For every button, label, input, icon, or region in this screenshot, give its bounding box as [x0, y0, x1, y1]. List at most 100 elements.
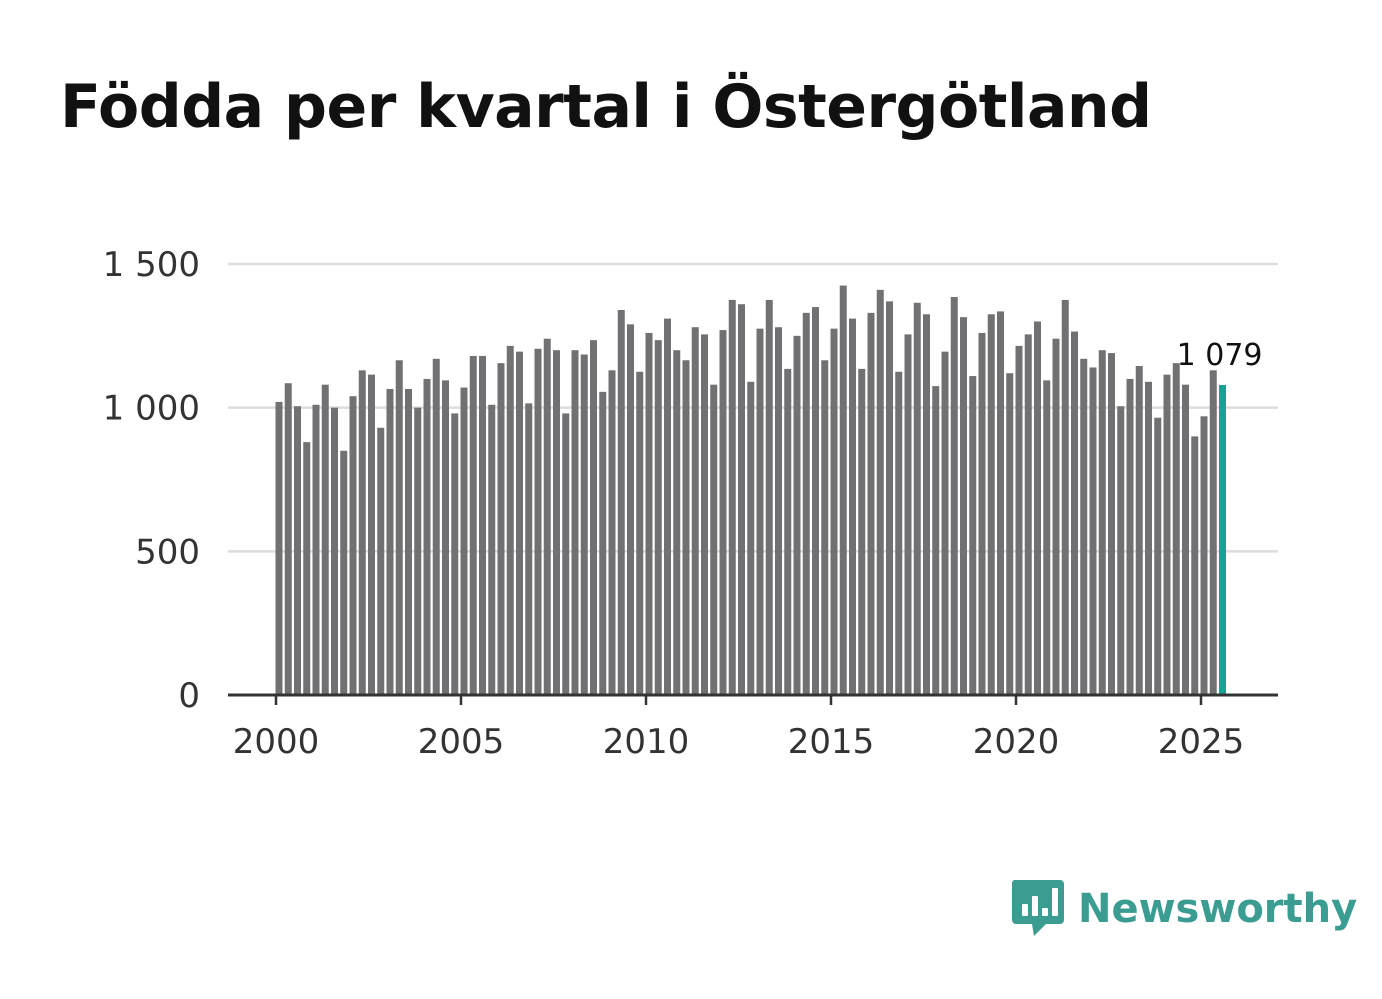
axes [228, 693, 1278, 705]
bar [821, 360, 829, 695]
bar [1163, 374, 1171, 695]
x-tick-label: 2025 [1158, 722, 1245, 762]
bar [1145, 381, 1152, 695]
bar [997, 311, 1004, 695]
bar [590, 340, 597, 695]
bar [765, 299, 773, 695]
y-tick-label: 500 [135, 532, 200, 572]
bar [1135, 366, 1143, 695]
y-tick-label: 0 [178, 676, 200, 716]
bar [987, 314, 995, 695]
bar [617, 309, 625, 695]
bar [701, 334, 708, 695]
bar [377, 427, 385, 695]
bar [830, 328, 838, 695]
bar [839, 285, 847, 695]
bar [608, 370, 616, 695]
bar [460, 387, 468, 695]
bar [784, 368, 792, 695]
bar [886, 301, 893, 695]
bar [303, 442, 311, 695]
bar [451, 413, 459, 695]
bar [1182, 384, 1189, 695]
bar [904, 334, 912, 695]
brand-name: Newsworthy [1078, 886, 1358, 932]
bar [442, 380, 449, 695]
bar [682, 360, 690, 695]
bar [1071, 331, 1078, 695]
y-tick-label: 1 000 [103, 389, 200, 429]
labels: 0 500 1 000 1 500 2000 2005 2010 2015 2020 2025 1 … [103, 245, 1263, 762]
bar [1154, 417, 1162, 695]
bar [1117, 406, 1125, 695]
bar [1098, 350, 1106, 695]
bar [636, 371, 644, 695]
bar [645, 332, 653, 695]
bar [312, 404, 320, 695]
bar [580, 354, 588, 695]
bar [812, 307, 819, 695]
bar [719, 330, 727, 695]
bar-highlight [1219, 384, 1226, 695]
bar [1015, 345, 1023, 695]
bar [664, 318, 671, 695]
newsworthy-logo-icon [1011, 880, 1064, 936]
bar [876, 289, 884, 695]
data-label-latest: 1 079 [1177, 338, 1263, 373]
bar [858, 368, 866, 695]
x-tick-label: 2020 [973, 722, 1060, 762]
bar [1209, 370, 1217, 695]
bar [747, 381, 755, 695]
bar [1034, 321, 1041, 695]
bar [941, 351, 949, 695]
bar [1043, 380, 1051, 695]
bar [516, 351, 523, 695]
bar [506, 345, 514, 695]
bar [423, 378, 431, 695]
bar [627, 324, 634, 695]
bar [738, 304, 745, 695]
bar [950, 297, 958, 695]
bar [802, 312, 810, 695]
bar [294, 406, 301, 695]
bar [1200, 416, 1208, 695]
bar [1089, 367, 1097, 695]
bar [405, 388, 412, 695]
bar [599, 391, 607, 695]
y-tick-label: 1 500 [103, 245, 200, 285]
x-tick-label: 2005 [418, 722, 505, 762]
bar [321, 384, 329, 695]
bar [1006, 373, 1014, 695]
bar [571, 350, 579, 695]
bar [432, 358, 440, 695]
bar [414, 407, 422, 695]
bar [793, 335, 801, 695]
bar [349, 396, 357, 695]
bar [368, 374, 375, 695]
chart-title: Födda per kvartal i Östergötland [60, 72, 1152, 142]
bar [534, 348, 542, 695]
bar [775, 327, 782, 695]
bar [525, 403, 533, 695]
x-tick-label: 2015 [788, 722, 875, 762]
bar [1191, 436, 1199, 695]
bar [1052, 338, 1060, 695]
bars [275, 285, 1226, 695]
bar [331, 407, 338, 695]
newsworthy-logo[interactable]: Newsworthy [1010, 878, 1357, 940]
bar [960, 317, 967, 695]
bar [913, 302, 921, 695]
bar [469, 355, 477, 695]
bar [654, 340, 662, 695]
bar [691, 327, 699, 695]
bar [849, 318, 856, 695]
bar [728, 299, 736, 695]
bar [710, 384, 718, 695]
bar [479, 355, 486, 695]
bar [553, 350, 560, 695]
x-tick-label: 2010 [603, 722, 690, 762]
bar [1080, 358, 1088, 695]
bar [488, 404, 496, 695]
bar [358, 370, 366, 695]
